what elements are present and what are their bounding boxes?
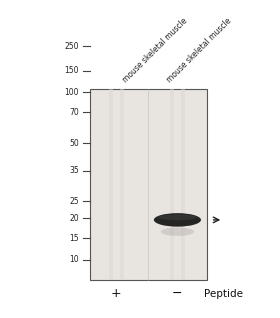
Ellipse shape — [161, 227, 194, 236]
FancyBboxPatch shape — [170, 89, 174, 280]
Ellipse shape — [158, 214, 197, 220]
FancyBboxPatch shape — [109, 89, 113, 280]
Text: 150: 150 — [64, 66, 79, 75]
Text: +: + — [111, 287, 122, 300]
Text: 25: 25 — [69, 197, 79, 206]
Text: Peptide: Peptide — [204, 288, 243, 299]
Text: 70: 70 — [69, 108, 79, 117]
Text: 10: 10 — [69, 255, 79, 264]
FancyBboxPatch shape — [181, 89, 185, 280]
Text: 50: 50 — [69, 139, 79, 148]
Text: mouse skeletal muscle: mouse skeletal muscle — [165, 17, 234, 85]
Text: 100: 100 — [64, 88, 79, 97]
Text: mouse skeletal muscle: mouse skeletal muscle — [121, 17, 189, 85]
FancyBboxPatch shape — [90, 89, 207, 280]
Text: 250: 250 — [64, 42, 79, 51]
FancyBboxPatch shape — [120, 89, 124, 280]
Text: 35: 35 — [69, 166, 79, 175]
Text: 15: 15 — [69, 234, 79, 243]
Text: −: − — [172, 287, 183, 300]
Ellipse shape — [154, 213, 201, 227]
Text: 20: 20 — [69, 214, 79, 223]
